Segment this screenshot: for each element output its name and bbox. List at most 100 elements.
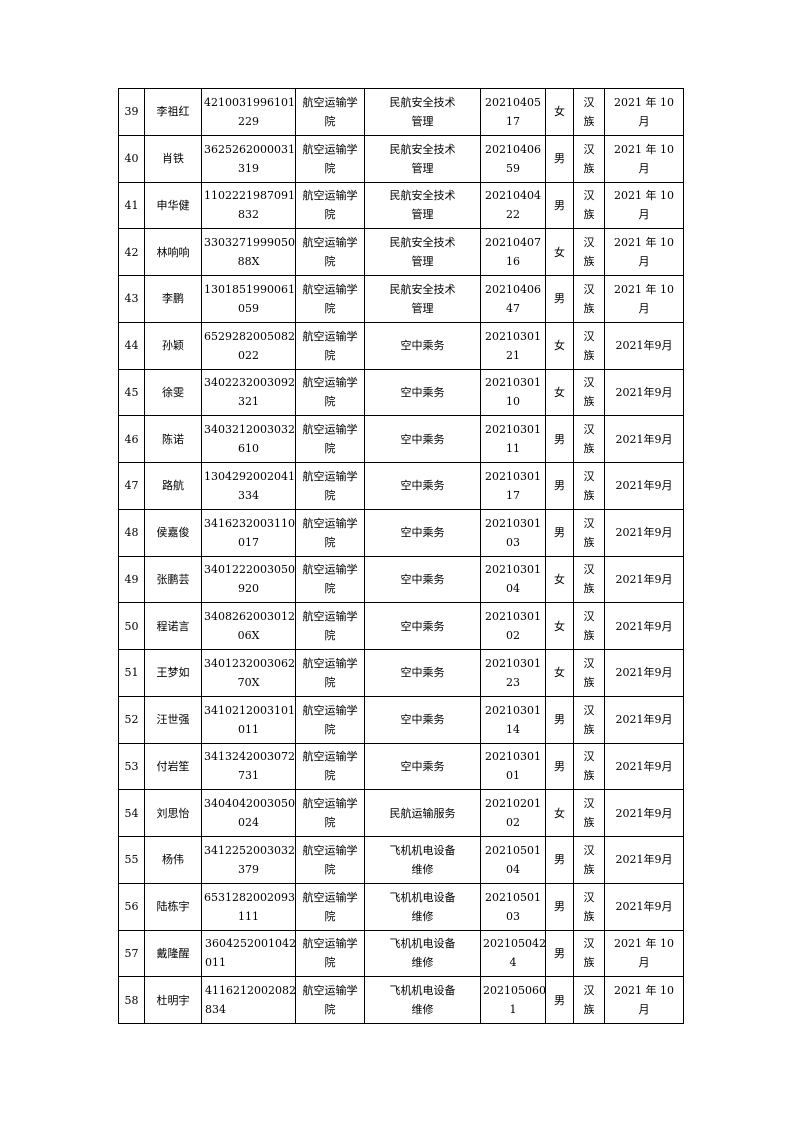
date-cell: 2021年9月 xyxy=(604,742,684,791)
gender-cell: 女 xyxy=(545,88,574,136)
gender-cell: 女 xyxy=(545,368,574,417)
date-cell: 2021年9月 xyxy=(604,695,684,744)
college-cell: 航空运输学 院 xyxy=(295,508,365,557)
college-cell: 航空运输学 院 xyxy=(295,602,365,650)
id-number-cell: 340123200306217 70X xyxy=(201,649,296,697)
ethnicity-cell: 汉 族 xyxy=(573,275,605,323)
college-cell: 航空运输学 院 xyxy=(295,649,365,697)
ethnicity-cell: 汉 族 xyxy=(573,649,605,697)
major-cell: 飞机机电设备 维修 xyxy=(364,976,481,1024)
student-number-cell: 20210301 11 xyxy=(480,415,546,463)
college-cell: 航空运输学 院 xyxy=(295,929,365,978)
gender-cell: 女 xyxy=(545,789,574,837)
ethnicity-cell: 汉 族 xyxy=(573,789,605,837)
date-cell: 2021 年 10 月 xyxy=(604,88,684,136)
student-number-cell: 20210501 04 xyxy=(480,836,546,884)
row-number-cell: 42 xyxy=(118,228,145,276)
row-number-cell: 53 xyxy=(118,742,145,791)
major-cell: 民航安全技术 管理 xyxy=(364,88,481,136)
row-number-cell: 52 xyxy=(118,695,145,744)
id-number-cell: 341225200303262 379 xyxy=(201,836,296,884)
gender-cell: 男 xyxy=(545,415,574,463)
name-cell: 林响响 xyxy=(144,228,202,276)
student-number-cell: 20210404 22 xyxy=(480,181,546,230)
college-cell: 航空运输学 院 xyxy=(295,88,365,136)
name-cell: 王梦如 xyxy=(144,649,202,697)
ethnicity-cell: 汉 族 xyxy=(573,88,605,136)
student-number-cell: 20210501 03 xyxy=(480,882,546,931)
name-cell: 陆栋宇 xyxy=(144,882,202,931)
college-cell: 航空运输学 院 xyxy=(295,275,365,323)
row-number-cell: 49 xyxy=(118,555,145,604)
gender-cell: 男 xyxy=(545,836,574,884)
id-number-cell: 110222198709114 832 xyxy=(201,181,296,230)
student-number-cell: 20210201 02 xyxy=(480,789,546,837)
id-number-cell: 340122200305073 920 xyxy=(201,555,296,604)
major-cell: 空中乘务 xyxy=(364,602,481,650)
id-number-cell: 411621200208211 834 xyxy=(201,976,296,1024)
row-number-cell: 44 xyxy=(118,321,145,370)
gender-cell: 男 xyxy=(545,929,574,978)
gender-cell: 女 xyxy=(545,555,574,604)
row-number-cell: 58 xyxy=(118,976,145,1024)
ethnicity-cell: 汉 族 xyxy=(573,228,605,276)
college-cell: 航空运输学 院 xyxy=(295,976,365,1024)
student-number-cell: 20210301 01 xyxy=(480,742,546,791)
ethnicity-cell: 汉 族 xyxy=(573,508,605,557)
major-cell: 民航安全技术 管理 xyxy=(364,134,481,183)
name-cell: 申华健 xyxy=(144,181,202,230)
major-cell: 空中乘务 xyxy=(364,462,481,510)
ethnicity-cell: 汉 族 xyxy=(573,742,605,791)
student-number-cell: 20210301 23 xyxy=(480,649,546,697)
date-cell: 2021年9月 xyxy=(604,368,684,417)
student-number-cell: 20210301 21 xyxy=(480,321,546,370)
row-number-cell: 54 xyxy=(118,789,145,837)
row-number-cell: 45 xyxy=(118,368,145,417)
date-cell: 2021 年 10 月 xyxy=(604,275,684,323)
date-cell: 2021年9月 xyxy=(604,602,684,650)
college-cell: 航空运输学 院 xyxy=(295,228,365,276)
ethnicity-cell: 汉 族 xyxy=(573,602,605,650)
major-cell: 民航安全技术 管理 xyxy=(364,275,481,323)
row-number-cell: 57 xyxy=(118,929,145,978)
college-cell: 航空运输学 院 xyxy=(295,462,365,510)
gender-cell: 男 xyxy=(545,134,574,183)
row-number-cell: 48 xyxy=(118,508,145,557)
major-cell: 空中乘务 xyxy=(364,555,481,604)
ethnicity-cell: 汉 族 xyxy=(573,368,605,417)
major-cell: 民航运输服务 xyxy=(364,789,481,837)
major-cell: 空中乘务 xyxy=(364,321,481,370)
name-cell: 戴隆醒 xyxy=(144,929,202,978)
date-cell: 2021年9月 xyxy=(604,882,684,931)
id-number-cell: 130429200204157 334 xyxy=(201,462,296,510)
major-cell: 飞机机电设备 维修 xyxy=(364,882,481,931)
ethnicity-cell: 汉 族 xyxy=(573,321,605,370)
ethnicity-cell: 汉 族 xyxy=(573,695,605,744)
row-number-cell: 50 xyxy=(118,602,145,650)
gender-cell: 男 xyxy=(545,508,574,557)
ethnicity-cell: 汉 族 xyxy=(573,929,605,978)
major-cell: 飞机机电设备 维修 xyxy=(364,929,481,978)
college-cell: 航空运输学 院 xyxy=(295,789,365,837)
id-number-cell: 340223200309292 321 xyxy=(201,368,296,417)
name-cell: 李鹏 xyxy=(144,275,202,323)
college-cell: 航空运输学 院 xyxy=(295,742,365,791)
name-cell: 李祖红 xyxy=(144,88,202,136)
